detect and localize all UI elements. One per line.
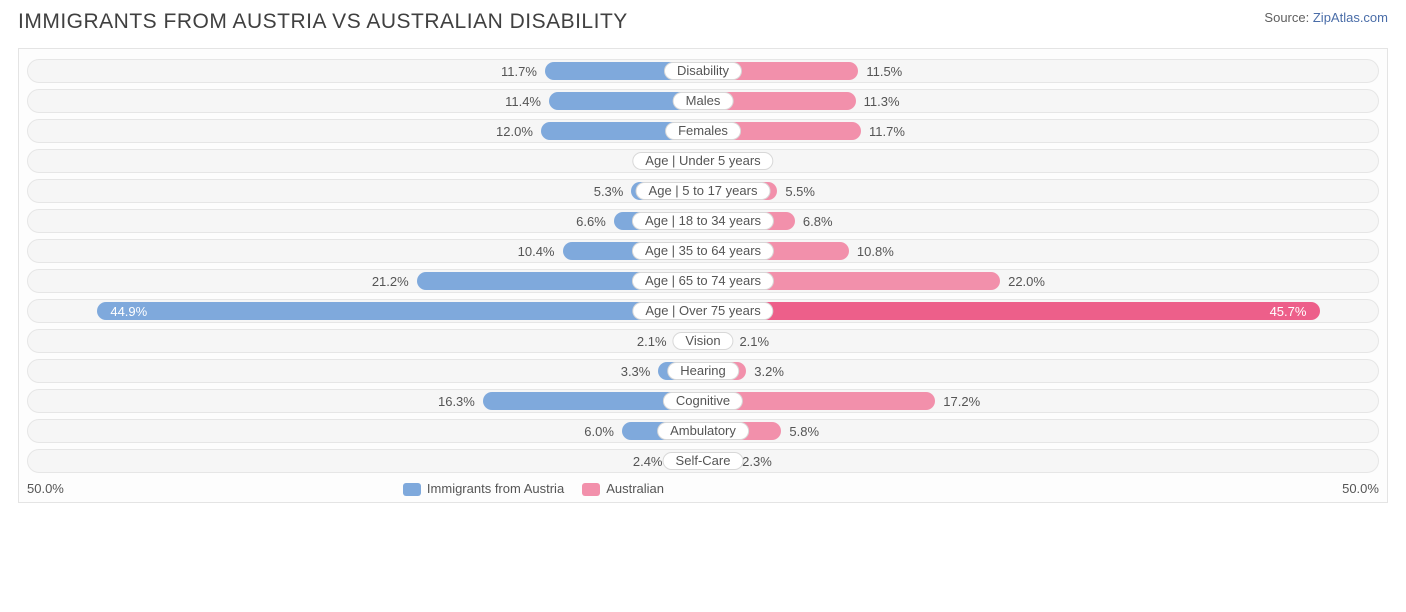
bar-row: 1.3%1.4%Age | Under 5 years: [27, 149, 1379, 173]
bar-track: 3.3% 3.2% Hearing: [27, 359, 1379, 383]
value-right: 2.3%: [742, 450, 772, 474]
legend: Immigrants from Austria Australian: [403, 481, 664, 496]
category-label: Males: [673, 92, 734, 110]
category-label: Age | Under 5 years: [632, 152, 773, 170]
value-right: 3.2%: [754, 360, 784, 384]
bar-row: 2.4% 2.3%Self-Care: [27, 449, 1379, 473]
category-label: Cognitive: [663, 392, 743, 410]
chart-area: 11.7% 11.5% Disability 11.4% 11.3% Males 12.0%…: [18, 48, 1388, 503]
bar-row: 21.2% 22.0% Age | 65 to 74 years: [27, 269, 1379, 293]
bar-row: 6.0% 5.8% Ambulatory: [27, 419, 1379, 443]
legend-swatch-right: [582, 483, 600, 496]
value-left: 3.3%: [621, 360, 651, 384]
bar-track: 1.3%1.4%Age | Under 5 years: [27, 149, 1379, 173]
value-right: 11.3%: [864, 90, 900, 114]
category-label: Females: [665, 122, 741, 140]
bar-track: 10.4% 10.8% Age | 35 to 64 years: [27, 239, 1379, 263]
legend-swatch-left: [403, 483, 421, 496]
value-right: 17.2%: [943, 390, 980, 414]
source-attribution: Source: ZipAtlas.com: [1264, 10, 1388, 25]
bar-left: [97, 302, 703, 320]
value-left: 11.7%: [501, 60, 537, 84]
category-label: Self-Care: [663, 452, 744, 470]
bar-row: 11.7% 11.5% Disability: [27, 59, 1379, 83]
value-right: 5.5%: [785, 180, 815, 204]
value-left: 21.2%: [372, 270, 409, 294]
value-left: 16.3%: [438, 390, 475, 414]
bar-row: 12.0% 11.7% Females: [27, 119, 1379, 143]
category-label: Age | Over 75 years: [632, 302, 773, 320]
bar-track: 21.2% 22.0% Age | 65 to 74 years: [27, 269, 1379, 293]
value-left: 44.9%: [110, 300, 147, 324]
bar-track: 44.9% 45.7% Age | Over 75 years: [27, 299, 1379, 323]
value-left: 12.0%: [496, 120, 533, 144]
bar-row: 2.1% 2.1% Vision: [27, 329, 1379, 353]
bar-track: 5.3% 5.5% Age | 5 to 17 years: [27, 179, 1379, 203]
bar-row: 11.4% 11.3% Males: [27, 89, 1379, 113]
value-left: 6.0%: [584, 420, 614, 444]
category-label: Age | 18 to 34 years: [632, 212, 774, 230]
axis-left-max: 50.0%: [27, 481, 64, 496]
value-left: 10.4%: [518, 240, 555, 264]
category-label: Age | 5 to 17 years: [636, 182, 771, 200]
bar-track: 6.6% 6.8% Age | 18 to 34 years: [27, 209, 1379, 233]
value-left: 11.4%: [505, 90, 541, 114]
legend-item-left: Immigrants from Austria: [403, 481, 564, 496]
bar-track: 2.4% 2.3%Self-Care: [27, 449, 1379, 473]
bar-row: 3.3% 3.2% Hearing: [27, 359, 1379, 383]
category-label: Hearing: [667, 362, 739, 380]
chart-title: IMMIGRANTS FROM AUSTRIA VS AUSTRALIAN DI…: [18, 10, 628, 34]
bar-track: 6.0% 5.8% Ambulatory: [27, 419, 1379, 443]
category-label: Vision: [672, 332, 733, 350]
bar-row: 5.3% 5.5% Age | 5 to 17 years: [27, 179, 1379, 203]
legend-item-right: Australian: [582, 481, 664, 496]
bar-track: 12.0% 11.7% Females: [27, 119, 1379, 143]
value-right: 11.5%: [866, 60, 902, 84]
category-label: Ambulatory: [657, 422, 749, 440]
category-label: Disability: [664, 62, 742, 80]
value-right: 45.7%: [1270, 300, 1307, 324]
bar-track: 11.7% 11.5% Disability: [27, 59, 1379, 83]
legend-label-left: Immigrants from Austria: [427, 481, 564, 496]
value-left: 2.4%: [633, 450, 663, 474]
value-left: 5.3%: [594, 180, 624, 204]
bar-row: 6.6% 6.8% Age | 18 to 34 years: [27, 209, 1379, 233]
bar-right: [703, 302, 1320, 320]
value-right: 22.0%: [1008, 270, 1045, 294]
bar-track: 16.3% 17.2% Cognitive: [27, 389, 1379, 413]
axis-right-max: 50.0%: [1342, 481, 1379, 496]
bar-track: 2.1% 2.1% Vision: [27, 329, 1379, 353]
bar-track: 11.4% 11.3% Males: [27, 89, 1379, 113]
value-right: 6.8%: [803, 210, 833, 234]
bar-row: 16.3% 17.2% Cognitive: [27, 389, 1379, 413]
category-label: Age | 65 to 74 years: [632, 272, 774, 290]
bar-row: 10.4% 10.8% Age | 35 to 64 years: [27, 239, 1379, 263]
value-right: 5.8%: [789, 420, 819, 444]
legend-label-right: Australian: [606, 481, 664, 496]
source-label: Source:: [1264, 10, 1309, 25]
value-right: 11.7%: [869, 120, 905, 144]
value-left: 2.1%: [637, 330, 667, 354]
category-label: Age | 35 to 64 years: [632, 242, 774, 260]
value-right: 10.8%: [857, 240, 894, 264]
value-right: 2.1%: [739, 330, 769, 354]
source-link[interactable]: ZipAtlas.com: [1313, 10, 1388, 25]
value-left: 6.6%: [576, 210, 606, 234]
bar-row: 44.9% 45.7% Age | Over 75 years: [27, 299, 1379, 323]
